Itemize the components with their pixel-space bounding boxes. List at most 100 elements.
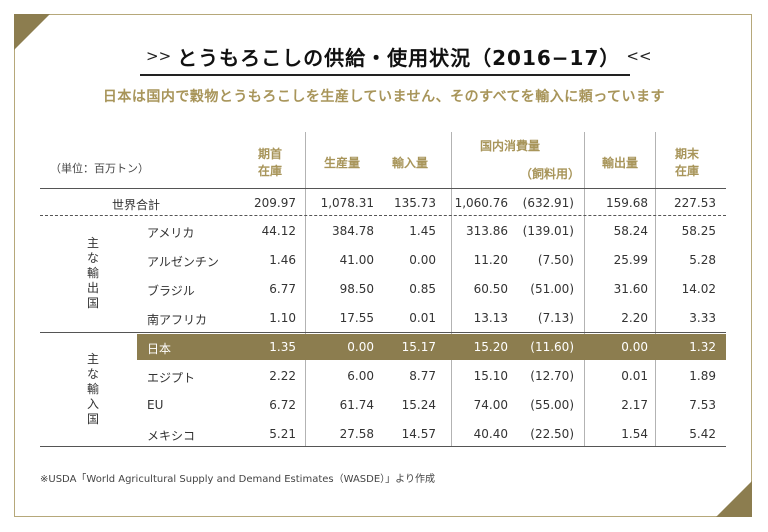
table-cell: 0.01 xyxy=(409,311,436,325)
table-cell: 209.97 xyxy=(254,196,296,210)
table-cell: 1.32 xyxy=(689,340,716,354)
table-cell: 15.10 xyxy=(473,369,508,383)
table-cell: 1.89 xyxy=(689,369,716,383)
table-cell: (7.13) xyxy=(537,311,574,325)
table-cell: 2.20 xyxy=(621,311,648,325)
header-feed-use: （飼料用） xyxy=(519,167,580,181)
header-imports: 輸入量 xyxy=(391,156,428,170)
table-cell: 0.85 xyxy=(409,282,436,296)
row-name: アルゼンチン xyxy=(147,255,219,269)
table-cell: 15.20 xyxy=(473,340,508,354)
row-name-world-total: 世界合計 xyxy=(112,198,161,212)
table-cell: 7.53 xyxy=(689,398,716,412)
page-title: とうもろこしの供給・使用状況（2016−17） xyxy=(177,45,621,70)
table-cell: 6.00 xyxy=(347,369,374,383)
title-right-deco: << xyxy=(626,47,652,65)
table-cell: (11.60) xyxy=(530,340,574,354)
header-rule xyxy=(40,188,726,189)
table-cell: 2.17 xyxy=(621,398,648,412)
table-cell: 135.73 xyxy=(394,196,436,210)
table-cell: 98.50 xyxy=(339,282,374,296)
group-importers-char: 主 xyxy=(86,352,99,366)
table-cell: 14.02 xyxy=(681,282,716,296)
group-exporters-char: 輸 xyxy=(86,266,99,280)
title-left-deco: >> xyxy=(146,47,172,65)
row-name: ブラジル xyxy=(147,284,195,298)
table-cell: 44.12 xyxy=(261,224,296,238)
row-name: 南アフリカ xyxy=(147,313,208,327)
group-rule xyxy=(40,332,726,333)
table-cell: 1.45 xyxy=(409,224,436,238)
table-cell: 1.54 xyxy=(621,427,648,441)
table-cell: 1.10 xyxy=(269,311,296,325)
group-exporters-char: 主 xyxy=(86,236,99,250)
table-cell: 6.72 xyxy=(269,398,296,412)
table-cell: 0.00 xyxy=(347,340,374,354)
table-cell: (139.01) xyxy=(522,224,574,238)
table-cell: 25.99 xyxy=(613,253,648,267)
group-exporters-char: 出 xyxy=(86,281,99,295)
japan-highlight-row xyxy=(137,334,726,360)
corner-decoration-top-left xyxy=(14,14,50,50)
corner-decoration-bottom-right xyxy=(716,481,752,517)
table-cell: 159.68 xyxy=(606,196,648,210)
table-cell: 0.00 xyxy=(409,253,436,267)
column-divider xyxy=(305,132,306,446)
bottom-rule xyxy=(40,446,726,447)
table-cell: 14.57 xyxy=(401,427,436,441)
table-cell: 58.25 xyxy=(681,224,716,238)
unit-label: （単位：百万トン） xyxy=(50,162,149,175)
table-cell: 5.21 xyxy=(269,427,296,441)
table-cell: 1.35 xyxy=(269,340,296,354)
table-cell: 6.77 xyxy=(269,282,296,296)
group-importers-char: な xyxy=(86,367,99,381)
row-name: メキシコ xyxy=(147,429,196,443)
table-cell: 61.74 xyxy=(339,398,374,412)
table-cell: (55.00) xyxy=(530,398,574,412)
header-ending-stock-line2: 在庫 xyxy=(674,164,699,178)
table-cell: 384.78 xyxy=(332,224,374,238)
header-opening-stock-line1: 期首 xyxy=(257,147,282,161)
column-divider xyxy=(584,132,585,446)
table-cell: 31.60 xyxy=(613,282,648,296)
group-importers-char: 入 xyxy=(86,397,99,411)
table-cell: (632.91) xyxy=(522,196,574,210)
total-rule xyxy=(40,215,726,216)
group-importers-char: 国 xyxy=(86,412,99,426)
group-label-exporters: 主 な 輸 出 国 xyxy=(86,236,100,311)
column-divider xyxy=(451,132,452,446)
header-opening-stock: 期首 在庫 xyxy=(245,146,295,180)
group-label-importers: 主 な 輸 入 国 xyxy=(86,352,100,427)
table-cell: (7.50) xyxy=(537,253,574,267)
header-ending-stock: 期末 在庫 xyxy=(662,146,712,180)
table-cell: 27.58 xyxy=(339,427,374,441)
row-name: アメリカ xyxy=(147,226,195,240)
table-cell: 5.28 xyxy=(689,253,716,267)
row-name: 日本 xyxy=(147,342,172,356)
header-production: 生産量 xyxy=(323,156,360,170)
table-cell: 227.53 xyxy=(674,196,716,210)
row-name: エジプト xyxy=(147,371,196,385)
table-cell: 3.33 xyxy=(689,311,716,325)
row-name: EU xyxy=(147,398,164,412)
table-cell: 58.24 xyxy=(613,224,648,238)
column-divider xyxy=(655,132,656,446)
source-footnote: ※USDA「World Agricultural Supply and Dema… xyxy=(40,474,435,485)
header-domestic-use: 国内消費量 xyxy=(479,139,540,153)
table-cell: 1,078.31 xyxy=(320,196,374,210)
header-opening-stock-line2: 在庫 xyxy=(257,164,282,178)
table-cell: 1,060.76 xyxy=(454,196,508,210)
table-cell: 2.22 xyxy=(269,369,296,383)
table-cell: 13.13 xyxy=(473,311,508,325)
group-importers-char: 輸 xyxy=(86,382,99,396)
title-bar: >> とうもろこしの供給・使用状況（2016−17） << xyxy=(140,38,652,76)
page-frame xyxy=(14,14,752,517)
page-subtitle: 日本は国内で穀物とうもろこしを生産していません、そのすべてを輸入に頼っています xyxy=(102,89,666,105)
group-exporters-char: な xyxy=(86,251,99,265)
table-cell: (51.00) xyxy=(530,282,574,296)
table-cell: 8.77 xyxy=(409,369,436,383)
table-cell: 15.24 xyxy=(401,398,436,412)
table-cell: 1.46 xyxy=(269,253,296,267)
table-cell: 15.17 xyxy=(401,340,436,354)
group-exporters-char: 国 xyxy=(86,296,99,310)
